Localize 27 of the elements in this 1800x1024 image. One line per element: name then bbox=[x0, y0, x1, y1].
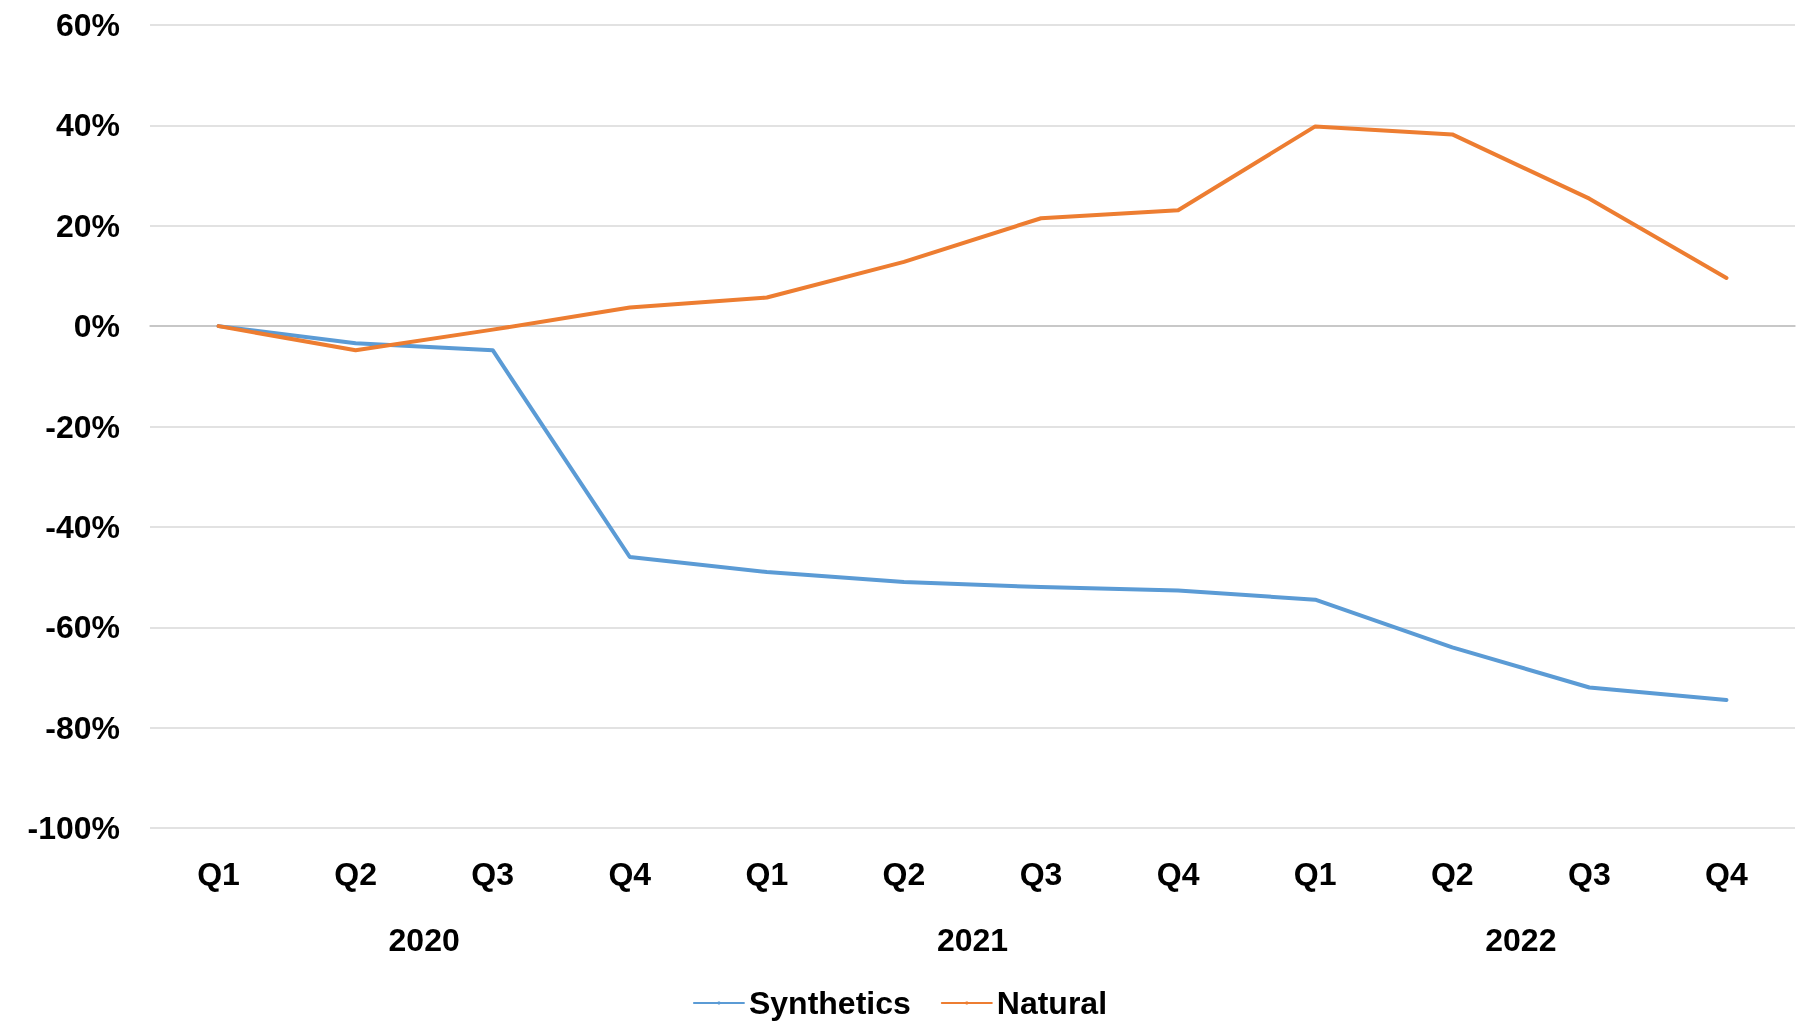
x-tick-label: Q4 bbox=[1156, 856, 1200, 892]
x-tick-label: Q1 bbox=[1293, 856, 1337, 892]
y-tick-label: -80% bbox=[45, 709, 120, 746]
y-tick-label: -60% bbox=[45, 609, 120, 646]
x-tick-label: Q1 bbox=[745, 856, 789, 892]
legend-label: Synthetics bbox=[748, 985, 911, 1021]
x-tick-label: Q1 bbox=[197, 856, 240, 892]
legend-label: Natural bbox=[996, 985, 1108, 1021]
y-tick-label: 0% bbox=[73, 308, 120, 345]
y-tick-label: -20% bbox=[45, 408, 120, 445]
x-tick-label: Q3 bbox=[1568, 856, 1611, 892]
line-series bbox=[216, 124, 1729, 353]
y-tick-label: 20% bbox=[55, 207, 120, 244]
x-tick-label: Q2 bbox=[334, 856, 377, 892]
y-tick-label: -40% bbox=[45, 508, 120, 545]
text: 2021 bbox=[936, 922, 1009, 958]
text: 2020 bbox=[388, 922, 460, 958]
x-tick-label: Q2 bbox=[1430, 856, 1474, 892]
x-tick-label: Q3 bbox=[1019, 856, 1063, 892]
x-tick-label: Q4 bbox=[1705, 856, 1749, 892]
x-tick-label: Q2 bbox=[882, 856, 926, 892]
x-tick-label: Q4 bbox=[608, 856, 652, 892]
y-tick-label: 40% bbox=[55, 107, 120, 144]
y-tick-label: 60% bbox=[55, 7, 120, 43]
y-tick-label: -100% bbox=[27, 810, 120, 846]
text: 2022 bbox=[1485, 922, 1557, 958]
x-tick-label: Q3 bbox=[471, 856, 515, 892]
